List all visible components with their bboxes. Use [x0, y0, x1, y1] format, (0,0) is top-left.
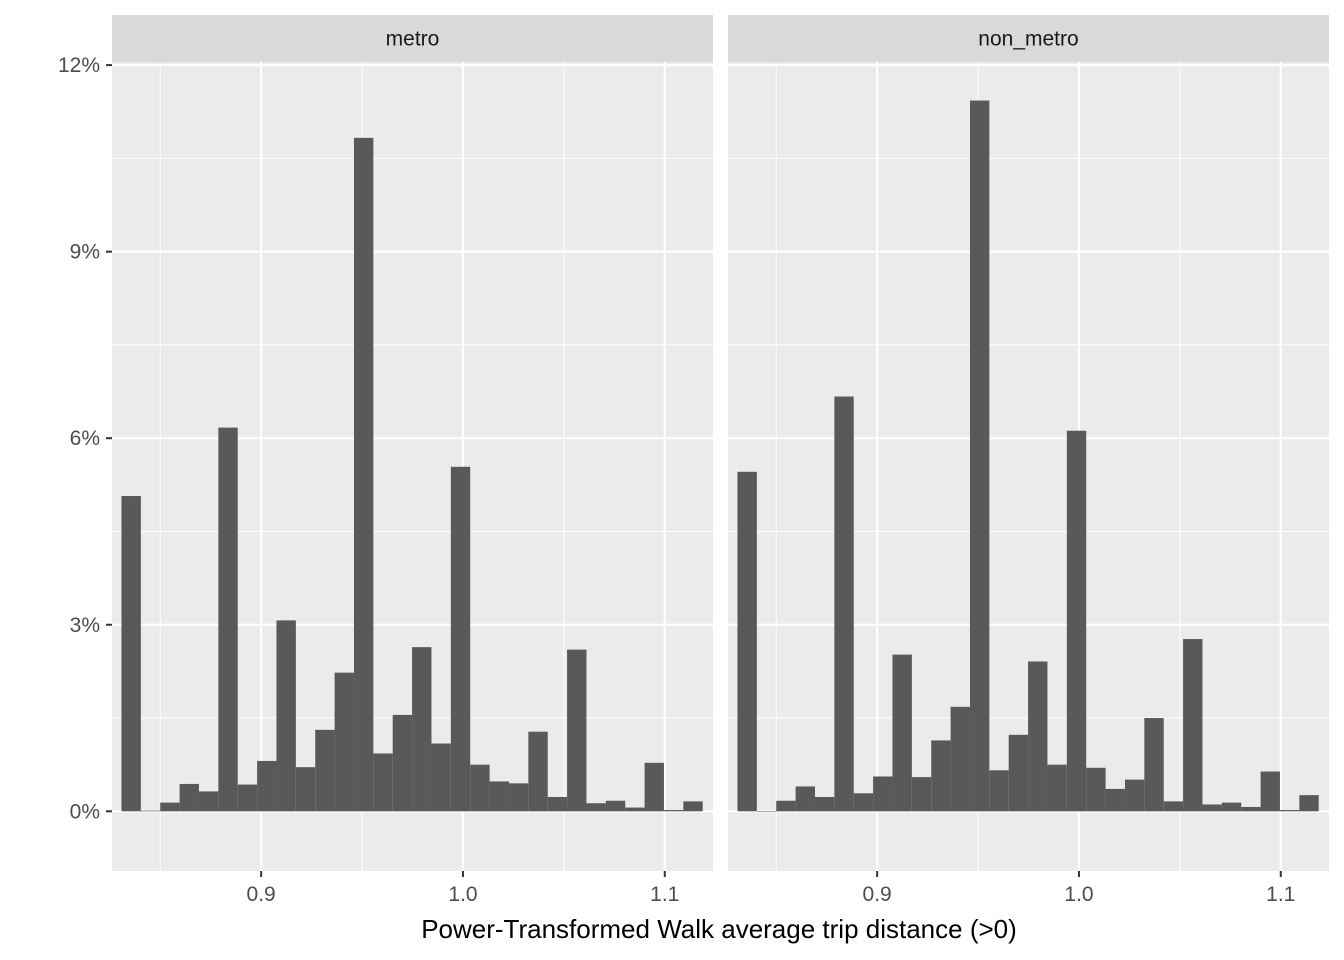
histogram-bar: [218, 427, 238, 812]
y-tick-label: 0%: [70, 800, 100, 823]
histogram-bar: [1105, 788, 1125, 812]
histogram-bar: [1260, 771, 1280, 812]
histogram-bar: [160, 802, 180, 812]
histogram-bar: [1144, 718, 1164, 812]
facet-strip-label: metro: [386, 28, 440, 51]
histogram-bar: [1299, 795, 1319, 812]
histogram-bar: [237, 784, 258, 812]
histogram-bar: [315, 729, 335, 812]
histogram-bar: [892, 654, 912, 812]
histogram-bar: [586, 803, 606, 812]
histogram-bar: [737, 471, 757, 812]
histogram-bar: [1163, 801, 1184, 812]
x-tick-label: 1.1: [650, 883, 679, 906]
histogram-bar: [834, 396, 854, 812]
x-axis-title: Power-Transformed Walk average trip dist…: [421, 914, 1017, 944]
histogram-bar: [644, 762, 664, 812]
histogram-bar: [1086, 767, 1106, 812]
histogram-bar: [257, 760, 277, 812]
histogram-bar: [1066, 430, 1087, 812]
histogram-bar: [1279, 810, 1300, 812]
histogram-bar: [547, 797, 568, 812]
histogram-bar: [931, 740, 951, 812]
histogram-bar: [489, 781, 509, 812]
histogram-bar: [412, 647, 432, 812]
histogram-bar: [450, 466, 471, 812]
histogram-bar: [373, 753, 393, 812]
histogram-bar: [989, 770, 1009, 812]
histogram-bar: [1124, 779, 1145, 812]
histogram-bar: [392, 714, 413, 812]
histogram-bar: [873, 776, 893, 812]
histogram-bar: [853, 793, 874, 812]
x-tick-label: 0.9: [247, 883, 276, 906]
x-tick-label: 0.9: [863, 883, 892, 906]
histogram-bar: [567, 649, 587, 812]
histogram-bar: [353, 137, 374, 812]
histogram-bar: [1008, 734, 1029, 812]
y-tick-label: 9%: [70, 241, 100, 264]
histogram-bar: [470, 764, 490, 812]
histogram-bar: [663, 810, 684, 812]
x-tick-label: 1.0: [448, 883, 477, 906]
histogram-bar: [179, 783, 199, 812]
facet-panel-metro: metro 0.9 1.0 1.1: [112, 15, 713, 906]
histogram-bar: [140, 810, 161, 812]
y-axis: 0% 3% 6% 9% 12%: [58, 54, 112, 823]
histogram-bar: [276, 620, 296, 812]
histogram-bar: [776, 800, 796, 812]
histogram-bar: [334, 672, 354, 812]
histogram-bar: [1183, 639, 1203, 812]
facet-strip-label: non_metro: [978, 28, 1078, 51]
histogram-bar: [625, 807, 645, 812]
histogram-bar: [1028, 661, 1048, 812]
histogram-bar: [911, 777, 932, 812]
histogram-bar: [508, 783, 529, 812]
y-tick-label: 6%: [70, 427, 100, 450]
histogram-bar: [1241, 806, 1261, 812]
histogram-bar: [756, 811, 777, 812]
histogram-bar: [295, 767, 316, 812]
y-tick-label: 3%: [70, 614, 100, 637]
histogram-bar: [1202, 804, 1222, 812]
histogram-bar: [969, 100, 990, 812]
histogram-bar: [683, 801, 703, 812]
histogram-bar: [431, 743, 451, 812]
x-tick-label: 1.0: [1064, 883, 1093, 906]
histogram-bar: [605, 800, 626, 812]
histogram-bar: [528, 731, 548, 812]
histogram-bar: [1047, 764, 1067, 812]
histogram-bar: [1221, 802, 1242, 812]
histogram-bar: [121, 496, 141, 812]
histogram-bar: [814, 797, 835, 812]
facet-panel-non_metro: non_metro 0.9 1.0 1.1: [728, 15, 1329, 906]
facet-strip: [728, 15, 1329, 62]
facet-strip: [112, 15, 713, 62]
x-tick-label: 1.1: [1266, 883, 1295, 906]
y-tick-label: 12%: [58, 54, 100, 77]
histogram-bar: [950, 706, 970, 812]
histogram-bar: [795, 786, 815, 812]
histogram-bar: [198, 791, 219, 812]
